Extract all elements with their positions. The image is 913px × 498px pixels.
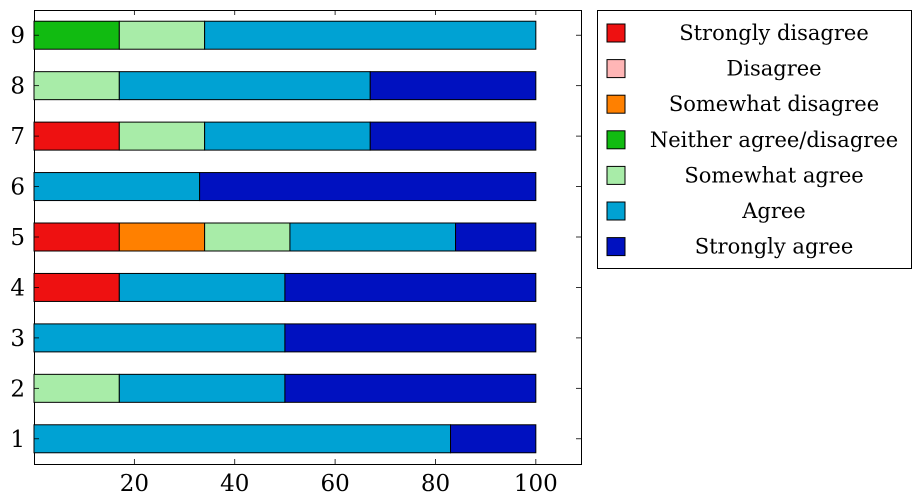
bar-segment-8-6 bbox=[369, 71, 537, 101]
bar-segment-2-4 bbox=[33, 373, 120, 403]
y-tick-label-1: 1 bbox=[10, 427, 25, 453]
y-tick-label-9: 9 bbox=[10, 23, 25, 49]
bar-segment-3-6 bbox=[284, 323, 537, 353]
bar-segment-4-6 bbox=[284, 272, 537, 302]
bar-segment-9-5 bbox=[204, 20, 537, 50]
legend-swatch-5 bbox=[606, 201, 626, 221]
bar-segment-1-5 bbox=[33, 424, 452, 454]
y-tick-label-2: 2 bbox=[10, 376, 25, 402]
bar-segment-4-5 bbox=[118, 272, 286, 302]
legend-label-1: Disagree bbox=[726, 57, 821, 81]
legend-label-3: Neither agree/disagree bbox=[650, 128, 898, 152]
legend-swatch-6 bbox=[606, 237, 626, 257]
x-tick-label-60: 60 bbox=[320, 471, 349, 497]
bar-segment-5-4 bbox=[204, 222, 291, 252]
x-axis-ticks: 20 40 60 80 100 bbox=[120, 10, 558, 497]
bars bbox=[33, 20, 537, 454]
bar-segment-7-5 bbox=[204, 121, 371, 151]
bar-segment-5-2 bbox=[118, 222, 206, 252]
x-tick-label-20: 20 bbox=[120, 471, 149, 497]
bar-segment-6-6 bbox=[199, 172, 537, 202]
legend-label-2: Somewhat disagree bbox=[669, 92, 879, 116]
bar-segment-3-5 bbox=[33, 323, 286, 353]
bar-segment-1-6 bbox=[450, 424, 537, 454]
bar-segment-7-0 bbox=[33, 121, 120, 151]
y-tick-label-4: 4 bbox=[10, 275, 25, 301]
x-tick-label-40: 40 bbox=[220, 471, 249, 497]
y-tick-label-5: 5 bbox=[10, 225, 25, 251]
bar-segment-7-4 bbox=[118, 121, 206, 151]
legend-label-4: Somewhat agree bbox=[684, 163, 863, 187]
bar-segment-2-6 bbox=[284, 373, 537, 403]
y-axis-ticks: 1 2 3 4 5 6 7 8 9 bbox=[10, 23, 581, 453]
bar-segment-6-5 bbox=[33, 172, 201, 202]
bar-segment-4-0 bbox=[33, 272, 120, 302]
bar-segment-5-0 bbox=[33, 222, 120, 252]
legend-swatch-1 bbox=[606, 59, 626, 79]
bar-segment-9-3 bbox=[33, 20, 120, 50]
bar-segment-5-6 bbox=[455, 222, 537, 252]
y-tick-label-3: 3 bbox=[10, 326, 25, 352]
legend-label-5: Agree bbox=[741, 199, 806, 223]
x-tick-label-100: 100 bbox=[514, 471, 558, 497]
bar-segment-7-6 bbox=[369, 121, 537, 151]
bar-segment-2-5 bbox=[118, 373, 286, 403]
legend-box bbox=[597, 10, 912, 269]
legend-swatch-2 bbox=[606, 94, 626, 114]
legend-label-6: Strongly agree bbox=[695, 235, 854, 259]
legend-swatch-4 bbox=[606, 165, 626, 185]
y-tick-label-8: 8 bbox=[10, 74, 25, 100]
bar-segment-5-5 bbox=[289, 222, 457, 252]
x-tick-label-80: 80 bbox=[421, 471, 450, 497]
legend: Strongly disagree Disagree Somewhat disagr… bbox=[597, 10, 912, 269]
bar-segment-8-5 bbox=[118, 71, 371, 101]
bar-segment-8-4 bbox=[33, 71, 120, 101]
bar-segment-9-4 bbox=[118, 20, 206, 50]
y-tick-label-6: 6 bbox=[10, 175, 25, 201]
legend-swatch-0 bbox=[606, 23, 626, 43]
y-tick-label-7: 7 bbox=[10, 124, 25, 150]
legend-swatch-3 bbox=[606, 130, 626, 150]
legend-label-0: Strongly disagree bbox=[679, 21, 869, 45]
